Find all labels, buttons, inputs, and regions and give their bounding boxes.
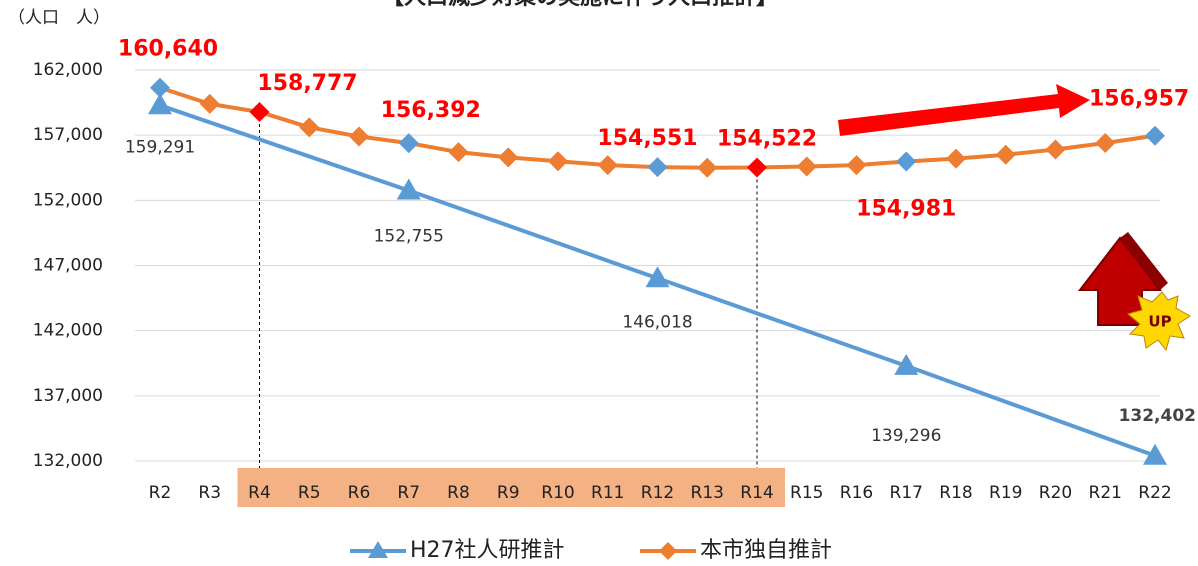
diamond-marker — [896, 151, 916, 171]
x-tick-label: R16 — [840, 483, 873, 503]
diamond-marker — [250, 102, 270, 122]
data-label: 154,551 — [597, 126, 697, 151]
diamond-marker — [946, 149, 966, 169]
data-label: 146,018 — [622, 312, 692, 332]
data-label: 154,522 — [717, 126, 817, 151]
y-tick-label: 132,000 — [33, 451, 103, 471]
y-tick-label: 152,000 — [33, 190, 103, 210]
data-label: 152,755 — [374, 226, 444, 246]
x-tick-label: R10 — [541, 483, 574, 503]
x-tick-label: R6 — [348, 483, 371, 503]
data-label: 158,777 — [257, 71, 357, 96]
diamond-marker — [349, 126, 369, 146]
x-tick-label: R22 — [1138, 483, 1171, 503]
diamond-marker — [200, 94, 220, 114]
x-tick-label: R13 — [691, 483, 724, 503]
x-tick-label: R5 — [298, 483, 321, 503]
diamond-marker — [299, 117, 319, 137]
data-label: 139,296 — [871, 426, 941, 446]
diamond-marker — [598, 155, 618, 175]
data-label: 132,402 — [1119, 406, 1196, 426]
badge-text: UP — [1148, 313, 1171, 331]
chart: 【人口減少対策の実施に伴う人口推計】 （人口 人） UP 132,000 137,… — [0, 0, 1198, 566]
x-tick-label: R21 — [1089, 483, 1122, 503]
diamond-marker — [1145, 126, 1165, 146]
diamond-marker — [847, 155, 867, 175]
x-tick-label: R20 — [1039, 483, 1072, 503]
x-tick-label: R18 — [939, 483, 972, 503]
diamond-marker — [399, 133, 419, 153]
chart-title: 【人口減少対策の実施に伴う人口推計】 — [382, 0, 778, 10]
diamond-marker — [150, 78, 170, 98]
y-tick-label: 147,000 — [33, 256, 103, 276]
trend-arrow — [838, 84, 1090, 136]
diamond-marker — [1095, 133, 1115, 153]
x-tick-label: R19 — [989, 483, 1022, 503]
diamond-marker — [697, 158, 717, 178]
data-label: 154,981 — [856, 196, 956, 221]
y-tick-label: 157,000 — [33, 125, 103, 145]
y-axis-label: （人口 人） — [8, 8, 110, 28]
diamond-marker — [996, 145, 1016, 165]
diamond-marker — [797, 156, 817, 176]
x-tick-label: R4 — [248, 483, 271, 503]
data-label: 160,640 — [118, 37, 218, 62]
x-tick-label: R14 — [740, 483, 773, 503]
legend-marker — [659, 542, 677, 560]
y-tick-label: 137,000 — [33, 386, 103, 406]
x-tick-label: R11 — [591, 483, 624, 503]
legend-label: H27社人研推計 — [410, 538, 565, 563]
diamond-marker — [449, 142, 469, 162]
x-tick-label: R9 — [497, 483, 520, 503]
data-label: 156,957 — [1089, 87, 1189, 112]
x-tick-label: R12 — [641, 483, 674, 503]
diamond-marker — [498, 147, 518, 167]
data-label: 159,291 — [125, 137, 195, 157]
x-tick-label: R2 — [149, 483, 172, 503]
x-tick-label: R3 — [198, 483, 221, 503]
up-icon: UP — [1080, 232, 1190, 350]
diamond-marker — [648, 157, 668, 177]
y-tick-label: 162,000 — [33, 60, 103, 80]
x-tick-label: R17 — [890, 483, 923, 503]
data-label: 156,392 — [381, 98, 481, 123]
x-tick-label: R15 — [790, 483, 823, 503]
diamond-marker — [747, 157, 767, 177]
x-tick-label: R8 — [447, 483, 470, 503]
diamond-marker — [1046, 140, 1066, 160]
x-tick-label: R7 — [397, 483, 420, 503]
diamond-marker — [548, 151, 568, 171]
legend-label: 本市独自推計 — [700, 538, 832, 563]
y-tick-label: 142,000 — [33, 321, 103, 341]
